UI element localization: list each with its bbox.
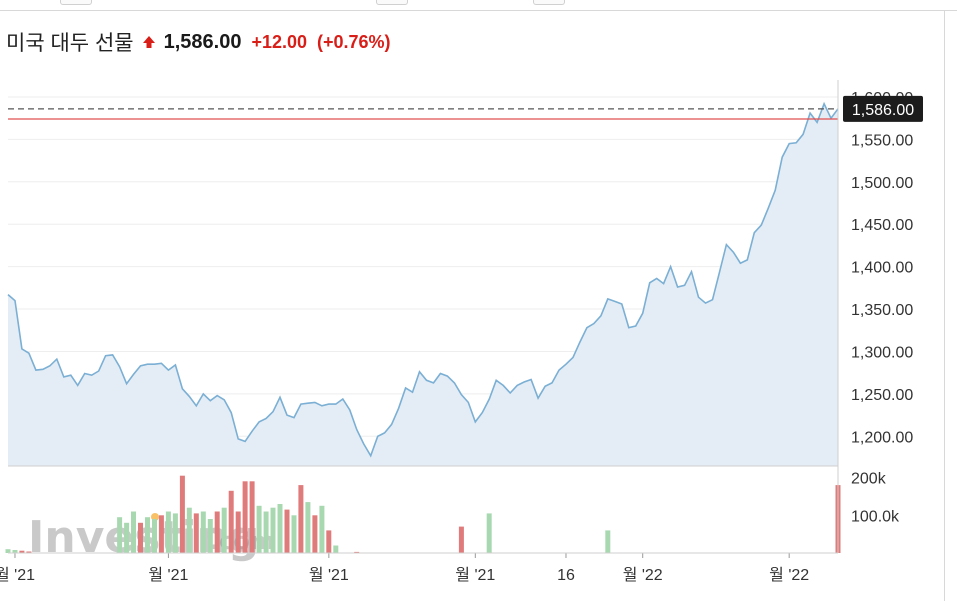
volume-bar — [19, 550, 25, 553]
x-tick-label: 월 '21 — [455, 566, 495, 584]
volume-tick-label: 100.0k — [851, 508, 900, 525]
volume-bar — [172, 513, 178, 553]
volume-bar — [305, 502, 311, 553]
volume-bar — [193, 513, 199, 553]
y-tick-label: 1,550.00 — [851, 132, 913, 149]
y-tick-label: 1,400.00 — [851, 260, 913, 277]
volume-bar — [5, 549, 11, 553]
panel-border — [944, 10, 945, 601]
instrument-name: 미국 대두 선물 — [6, 32, 134, 55]
volume-bar — [291, 515, 297, 553]
volume-bar — [458, 526, 464, 553]
volume-bar — [354, 551, 360, 553]
toolbar-button-stub[interactable] — [376, 0, 408, 5]
volume-bar — [298, 485, 304, 553]
x-tick-label: 월 '22 — [769, 566, 809, 584]
volume-bar — [138, 522, 143, 553]
volume-bar — [333, 545, 339, 553]
volume-bar — [145, 517, 150, 553]
last-price: 1,586.00 — [163, 30, 242, 53]
price-area-fill — [8, 103, 838, 467]
volume-bar — [152, 519, 157, 553]
x-tick-label: 월 '21 — [309, 566, 349, 584]
y-tick-label: 1,250.00 — [851, 387, 913, 404]
y-tick-label: 1,300.00 — [851, 344, 913, 361]
volume-bar — [117, 517, 123, 553]
volume-bar — [605, 530, 611, 553]
volume-bar — [124, 522, 130, 553]
time-axis: 월 '21 월 '21 월 '21 월 '21 16 월 '22 월 '22 — [0, 553, 809, 584]
volume-bar — [221, 507, 227, 553]
top-toolbar-edge — [0, 0, 957, 11]
price-change-percent: (+0.76%) — [317, 31, 391, 52]
x-tick-label: 월 '21 — [0, 566, 35, 584]
volume-bar — [179, 475, 185, 553]
watermark-brand: Investing — [28, 512, 259, 563]
price-line — [7, 101, 839, 458]
volume-bar — [200, 511, 206, 553]
x-tick-label: 월 '22 — [623, 566, 663, 584]
volume-bar — [486, 513, 492, 553]
y-tick-label: 1,200.00 — [851, 429, 913, 446]
volume-bar — [165, 511, 171, 553]
volume-bar — [207, 519, 213, 553]
volume-bar — [26, 551, 32, 553]
quote-header: 미국 대두 선물 1,586.00 +12.00 (+0.76%) — [6, 28, 391, 56]
volume-axis: 100.0k 200k — [851, 471, 900, 526]
volume-bars — [5, 475, 841, 554]
volume-bar — [242, 481, 248, 553]
price-change: +12.00 — [251, 31, 308, 52]
volume-bar — [312, 515, 318, 553]
volume-bar — [12, 550, 18, 553]
volume-bar — [214, 511, 220, 553]
volume-bar — [263, 511, 269, 553]
y-tick-label: 1,500.00 — [851, 175, 913, 192]
volume-bar — [319, 505, 325, 553]
volume-bar — [326, 530, 332, 553]
last-price-tag: 1,586.00 — [843, 95, 923, 122]
volume-bar — [284, 509, 290, 553]
last-price-tag-box — [843, 95, 923, 122]
y-tick-label: 1,350.00 — [851, 302, 913, 319]
volume-tick-label: 200k — [851, 471, 887, 488]
price-axis: 1,200.00 1,250.00 1,300.00 1,350.00 1,400.00… — [851, 90, 913, 446]
x-tick-label: 16 — [557, 567, 575, 584]
x-tick-label: 월 '21 — [148, 566, 188, 584]
volume-bar — [270, 507, 276, 553]
toolbar-button-stub[interactable] — [533, 0, 565, 5]
volume-bar — [228, 490, 234, 554]
volume-bar — [186, 507, 192, 553]
last-price-tag-label: 1,586.00 — [852, 102, 914, 119]
volume-bar — [277, 504, 283, 553]
volume-bar — [158, 515, 164, 553]
volume-bar — [249, 481, 255, 553]
volume-bar — [235, 511, 241, 553]
toolbar-button-stub[interactable] — [60, 0, 92, 5]
up-arrow-icon — [142, 36, 155, 48]
volume-bar — [256, 505, 262, 553]
y-tick-label: 1,450.00 — [851, 217, 913, 234]
volume-bar — [131, 511, 136, 553]
